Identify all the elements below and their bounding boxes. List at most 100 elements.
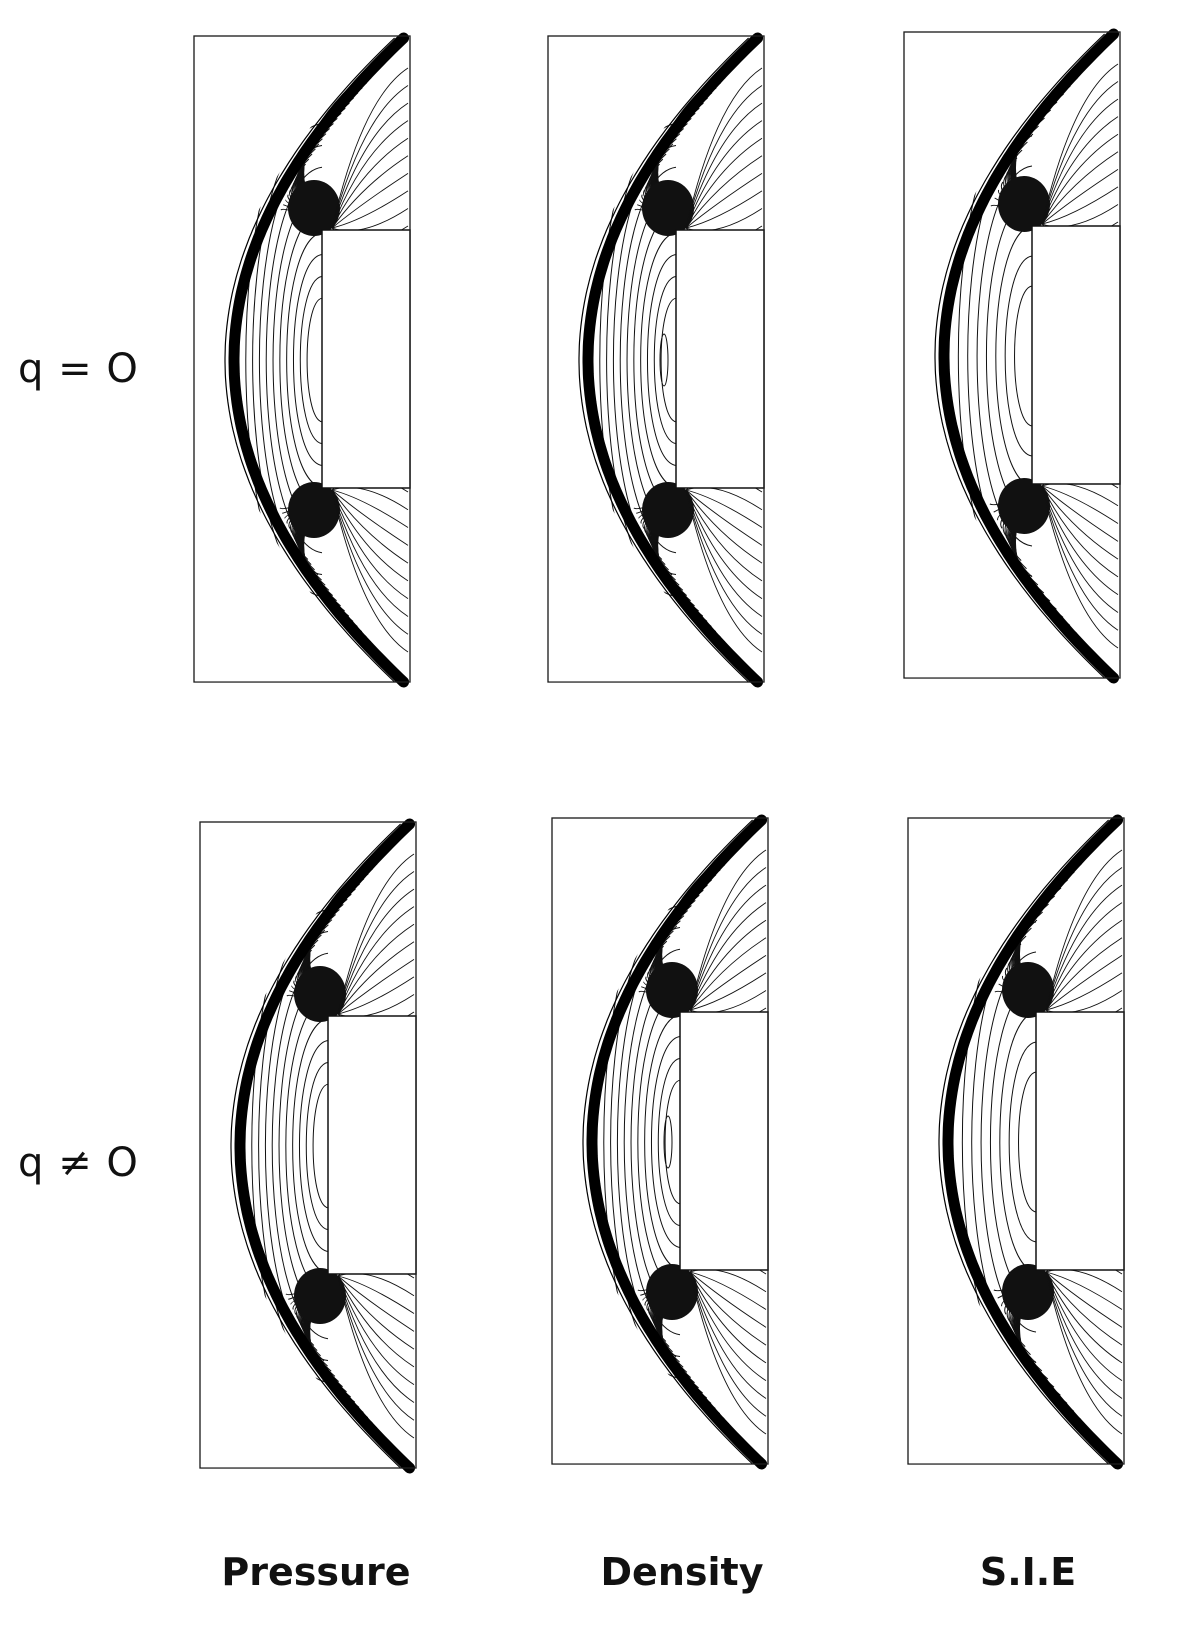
stagnation-contour [293, 255, 322, 466]
stagnation-contour [1015, 286, 1032, 426]
downstream-contour-upper [686, 156, 762, 228]
downstream-contour-lower [690, 1272, 766, 1345]
downstream-contour-lower [1046, 1272, 1122, 1434]
row-label-q-nonzero: q ≠ O [18, 1140, 148, 1186]
stagnation-contour [661, 298, 676, 422]
downstream-contour-lower [1042, 486, 1118, 612]
contour-panel-density-q-nonzero [550, 814, 778, 1470]
downstream-contour-upper [1042, 64, 1118, 224]
downstream-contour-upper [690, 850, 766, 1010]
downstream-contour-lower [686, 490, 762, 599]
downstream-contour-upper [338, 994, 414, 1016]
contour-panel-pressure-q-zero [192, 32, 420, 688]
downstream-contour-lower [1042, 486, 1118, 595]
downstream-contour-lower [332, 490, 408, 616]
downstream-contour-upper [690, 990, 766, 1012]
downstream-contour-upper [1042, 152, 1118, 224]
stagnation-contour [654, 276, 676, 443]
downstream-contour-upper [338, 889, 414, 1014]
stagnation-contour [287, 233, 322, 488]
downstream-contour-upper [686, 121, 762, 228]
stagnation-contour [631, 971, 680, 1313]
stagnation-contour [300, 276, 322, 443]
downstream-contour-upper [1046, 885, 1122, 1010]
stagnation-contour [658, 1058, 680, 1225]
downstream-contour-lower [690, 1272, 766, 1434]
downstream-contour-upper [686, 103, 762, 228]
stagnation-contour [273, 189, 322, 531]
contour-panel-sie-q-zero [902, 28, 1130, 684]
downstream-contour-lower [338, 1276, 414, 1438]
downstream-contour-lower [686, 490, 762, 652]
downstream-contour-upper [1042, 117, 1118, 224]
downstream-contour-lower [1042, 486, 1118, 648]
blunt-body [322, 230, 410, 488]
stagnation-contour [313, 1084, 328, 1208]
downstream-contour-upper [332, 121, 408, 228]
downstream-contour-lower [690, 1269, 766, 1291]
downstream-contour-upper [332, 208, 408, 230]
downstream-contour-lower [686, 490, 762, 616]
downstream-contour-lower [332, 490, 408, 563]
blunt-body [1032, 226, 1120, 484]
downstream-contour-upper [1046, 903, 1122, 1010]
downstream-contour-upper [332, 68, 408, 228]
stagnation-contour [996, 226, 1032, 486]
stagnation-contour [1019, 1072, 1036, 1212]
stagnation-contour [1005, 256, 1032, 456]
downstream-contour-lower [332, 490, 408, 599]
blunt-body [680, 1012, 768, 1270]
downstream-contour-upper [338, 854, 414, 1014]
downstream-contour-upper [1046, 938, 1122, 1010]
row-label-q-zero: q = O [18, 346, 148, 392]
downstream-contour-upper [332, 103, 408, 228]
stagnation-contour [641, 233, 676, 488]
downstream-contour-upper [338, 942, 414, 1014]
downstream-contour-lower [1046, 1269, 1122, 1291]
downstream-contour-lower [690, 1272, 766, 1381]
downstream-contour-lower [1046, 1272, 1122, 1345]
stagnation-contour [1000, 1012, 1036, 1272]
column-label-sie: S.I.E [898, 1550, 1158, 1594]
stagnation-contour [306, 1062, 328, 1229]
stagnation-contour [307, 298, 322, 422]
downstream-contour-upper [1042, 204, 1118, 226]
stagnation-contour [627, 189, 676, 531]
downstream-contour-upper [1046, 850, 1122, 1010]
downstream-contour-lower [1042, 483, 1118, 505]
column-label-density: Density [552, 1550, 812, 1594]
downstream-contour-lower [1046, 1272, 1122, 1381]
downstream-contour-upper [332, 156, 408, 228]
blunt-body [328, 1016, 416, 1274]
downstream-contour-lower [338, 1276, 414, 1385]
downstream-contour-upper [686, 68, 762, 228]
stagnation-contour [279, 975, 328, 1317]
downstream-contour-lower [338, 1276, 414, 1402]
downstream-contour-lower [338, 1273, 414, 1295]
stagnation-contour [665, 1080, 680, 1204]
stagnation-contour [299, 1041, 328, 1252]
downstream-contour-lower [686, 487, 762, 509]
contour-panel-sie-q-nonzero [906, 814, 1134, 1470]
downstream-contour-lower [332, 490, 408, 652]
downstream-contour-upper [690, 885, 766, 1010]
downstream-contour-lower [1042, 486, 1118, 559]
downstream-contour-lower [332, 487, 408, 509]
stagnation-contour [293, 1019, 328, 1274]
downstream-contour-lower [1046, 1272, 1122, 1398]
stagnation-contour [986, 196, 1032, 516]
downstream-contour-upper [690, 938, 766, 1010]
downstream-contour-lower [690, 1272, 766, 1398]
contour-panel-density-q-zero [546, 32, 774, 688]
stagnation-contour [647, 255, 676, 466]
column-label-pressure: Pressure [186, 1550, 446, 1594]
downstream-contour-upper [338, 907, 414, 1014]
stagnation-contour [990, 982, 1036, 1302]
downstream-contour-upper [690, 903, 766, 1010]
stagnation-contour [1009, 1042, 1036, 1242]
downstream-contour-upper [1042, 99, 1118, 224]
contour-panel-pressure-q-nonzero [198, 818, 426, 1474]
downstream-contour-lower [686, 490, 762, 563]
blunt-body [1036, 1012, 1124, 1270]
downstream-contour-upper [686, 208, 762, 230]
